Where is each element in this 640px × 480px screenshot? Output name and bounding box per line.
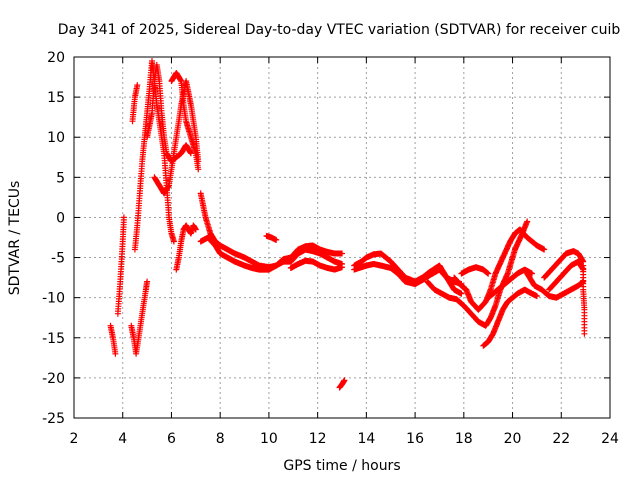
data-point-plus — [524, 218, 531, 225]
data-point-plus — [134, 82, 141, 89]
grid-lines — [74, 57, 610, 418]
y-tick-label: 20 — [47, 50, 65, 66]
data-series — [541, 248, 587, 281]
data-point-plus — [195, 166, 202, 173]
x-tick-label: 2 — [70, 431, 79, 447]
data-series — [336, 377, 348, 391]
y-tick-label: 0 — [56, 210, 65, 226]
data-point-plus — [339, 264, 345, 271]
y-tick-label: -25 — [42, 411, 65, 427]
data-series — [128, 278, 151, 357]
data-point-plus — [533, 293, 540, 300]
y-tick-label: 5 — [56, 170, 65, 186]
data-series — [546, 258, 587, 293]
plot-frame — [73, 56, 611, 419]
x-tick-label: 22 — [552, 431, 570, 447]
data-marks — [107, 58, 588, 391]
data-point-plus — [120, 214, 127, 221]
y-axis-label: SDTVAR / TECUs — [7, 181, 23, 296]
x-axis-label: GPS time / hours — [283, 458, 400, 474]
data-series — [173, 222, 199, 273]
x-tick-label: 18 — [455, 431, 473, 447]
y-tick-label: 10 — [47, 130, 65, 146]
data-series — [114, 214, 127, 317]
data-point-plus — [144, 278, 151, 285]
data-series — [351, 250, 465, 297]
x-tick-label: 12 — [309, 431, 327, 447]
y-tick-label: -15 — [42, 331, 65, 347]
data-point-plus — [541, 246, 548, 253]
data-series — [458, 264, 492, 277]
x-tick-label: 16 — [406, 431, 424, 447]
data-series — [107, 322, 119, 357]
data-series — [144, 62, 194, 165]
x-tick-labels: 2 4 6 8 10 12 14 16 18 20 22 24 — [70, 431, 619, 447]
axis-ticks — [73, 56, 611, 419]
data-series — [451, 226, 548, 313]
y-tick-label: -20 — [42, 371, 65, 387]
y-tick-label: -10 — [42, 291, 65, 307]
y-tick-label: 15 — [47, 90, 65, 106]
data-point-plus — [192, 226, 199, 233]
data-series — [263, 232, 280, 243]
data-series — [197, 234, 345, 273]
x-tick-label: 10 — [260, 431, 278, 447]
data-point-plus — [341, 377, 348, 384]
y-tick-label: -5 — [51, 251, 65, 267]
data-series — [480, 286, 540, 349]
data-point-plus — [170, 238, 177, 245]
data-point-plus — [339, 250, 345, 257]
data-series — [129, 82, 141, 125]
data-point-plus — [458, 290, 465, 297]
x-tick-label: 14 — [357, 431, 375, 447]
data-point-plus — [581, 330, 588, 337]
x-tick-label: 6 — [167, 431, 176, 447]
data-point-plus — [112, 350, 119, 357]
data-series — [580, 262, 588, 337]
y-tick-labels: -25 -20 -15 -10 -5 0 5 10 15 20 — [42, 50, 65, 427]
chart-title: Day 341 of 2025, Sidereal Day-to-day VTE… — [58, 22, 621, 38]
x-tick-label: 20 — [504, 431, 522, 447]
data-series — [168, 70, 202, 173]
data-series — [524, 270, 587, 301]
data-point-plus — [273, 236, 280, 243]
x-tick-label: 4 — [118, 431, 127, 447]
x-tick-label: 24 — [601, 431, 619, 447]
data-point-plus — [485, 270, 492, 277]
x-tick-label: 8 — [216, 431, 225, 447]
data-series — [287, 257, 345, 273]
